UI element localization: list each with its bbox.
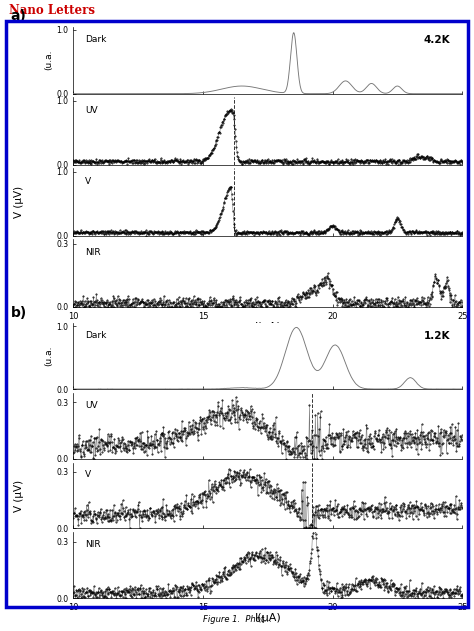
Text: a): a)	[10, 9, 26, 23]
Text: Figure 1.  Phot...: Figure 1. Phot...	[202, 615, 272, 624]
Text: V: V	[85, 177, 91, 186]
Y-axis label: (u.a.: (u.a.	[45, 346, 54, 366]
Y-axis label: (u.a.: (u.a.	[45, 50, 54, 70]
Text: NIR: NIR	[85, 540, 101, 549]
Text: Dark: Dark	[85, 35, 107, 44]
X-axis label: I(μA): I(μA)	[255, 613, 281, 623]
Text: b): b)	[10, 306, 27, 320]
Text: Dark: Dark	[85, 331, 107, 340]
Text: UV: UV	[85, 105, 98, 115]
Text: 4.2K: 4.2K	[424, 35, 450, 45]
Text: 1.2K: 1.2K	[424, 331, 450, 341]
Text: NIR: NIR	[85, 247, 101, 257]
Text: UV: UV	[85, 401, 98, 410]
Text: V (μV): V (μV)	[14, 186, 24, 218]
X-axis label: I(μA): I(μA)	[255, 322, 281, 332]
Text: V (μV): V (μV)	[14, 480, 24, 512]
Text: Nano Letters: Nano Letters	[9, 4, 95, 18]
Text: V: V	[85, 471, 91, 480]
